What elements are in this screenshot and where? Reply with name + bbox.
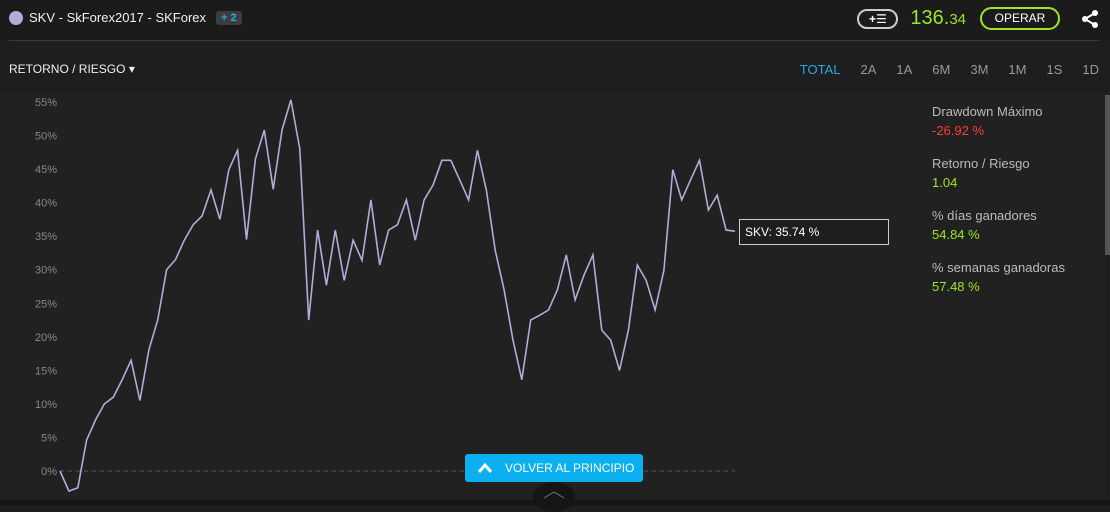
y-tick-label: 50%	[35, 131, 57, 143]
chevron-up-icon	[477, 462, 493, 473]
more-badge[interactable]: + 2	[216, 10, 242, 25]
price-decimals: 34	[949, 11, 966, 28]
stats-panel: Drawdown Máximo -26.92 % Retorno / Riesgo 1…	[932, 104, 1065, 312]
metric-label: RETORNO / RIESGO	[9, 62, 126, 76]
y-tick-label: 45%	[35, 164, 57, 176]
header-left: SKV - SkForex2017 - SKForex + 2	[9, 10, 242, 25]
range-tab-total[interactable]: TOTAL	[799, 62, 841, 77]
stat-value: 54.84 %	[932, 227, 980, 242]
series-line-skv	[59, 99, 736, 493]
header-right: +☰ 136.34 OPERAR	[857, 7, 1100, 30]
y-tick-label: 30%	[35, 265, 57, 277]
y-tick-label: 40%	[35, 198, 57, 210]
price: 136.34	[910, 7, 966, 30]
y-tick-label: 10%	[35, 399, 57, 411]
back-to-top-label: VOLVER AL PRINCIPIO	[505, 461, 635, 475]
share-icon[interactable]	[1080, 9, 1100, 29]
y-tick-label: 15%	[35, 365, 57, 377]
stat-value: 57.48 %	[932, 279, 980, 294]
chart-tooltip: SKV: 35.74 %	[739, 219, 889, 245]
price-main: 136.	[910, 7, 950, 29]
fund-title: SKV - SkForex2017 - SKForex	[29, 10, 207, 25]
stat-label: Drawdown Máximo	[932, 104, 1043, 119]
scrollbar[interactable]	[1105, 95, 1110, 255]
stat-value: -26.92 %	[932, 123, 985, 138]
caret-down-icon: ▾	[128, 62, 135, 76]
y-tick-label: 35%	[35, 231, 57, 243]
y-tick-label: 55%	[35, 97, 57, 109]
range-tabs: TOTAL 2A 1A 6M 3M 1M 1S 1D	[780, 62, 1099, 77]
range-tab-1m[interactable]: 1M	[1008, 62, 1027, 77]
operar-button[interactable]: OPERAR	[980, 7, 1060, 30]
range-tab-1s[interactable]: 1S	[1046, 62, 1063, 77]
y-tick-label: 20%	[35, 332, 57, 344]
range-tab-1d[interactable]: 1D	[1082, 62, 1099, 77]
range-tab-1a[interactable]: 1A	[896, 62, 913, 77]
stat-value: 1.04	[932, 175, 958, 190]
header: SKV - SkForex2017 - SKForex + 2 +☰ 136.3…	[0, 0, 1110, 40]
range-tab-2a[interactable]: 2A	[860, 62, 877, 77]
stat-label: Retorno / Riesgo	[932, 156, 1030, 171]
range-tab-6m[interactable]: 6M	[932, 62, 951, 77]
range-tab-3m[interactable]: 3M	[970, 62, 989, 77]
stat-label: % semanas ganadoras	[932, 260, 1065, 275]
y-tick-label: 25%	[35, 298, 57, 310]
y-tick-label: 5%	[41, 432, 57, 444]
chevron-up-icon	[543, 491, 565, 499]
back-to-top-button[interactable]: VOLVER AL PRINCIPIO	[465, 454, 643, 482]
series-color-dot	[9, 10, 23, 25]
y-tick-label: 0%	[41, 466, 57, 478]
stat-label: % días ganadores	[932, 208, 1037, 223]
metric-dropdown[interactable]: RETORNO / RIESGO ▾	[9, 62, 135, 76]
add-to-list-button[interactable]: +☰	[857, 8, 899, 29]
divider	[9, 40, 1099, 41]
expand-handle[interactable]	[533, 482, 575, 512]
